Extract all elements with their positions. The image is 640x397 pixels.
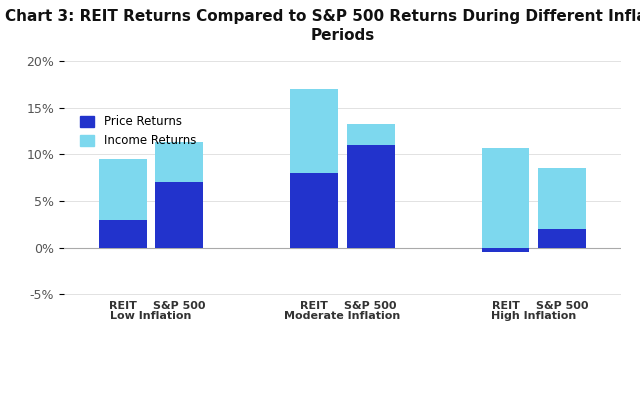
Text: High Inflation: High Inflation	[491, 311, 577, 321]
Bar	[290, 89, 338, 173]
Bar	[347, 124, 395, 145]
Text: S&P 500: S&P 500	[153, 301, 205, 311]
Text: REIT: REIT	[109, 301, 137, 311]
Title: Chart 3: REIT Returns Compared to S&P 500 Returns During Different Inflation
Per: Chart 3: REIT Returns Compared to S&P 50…	[4, 9, 640, 44]
Text: REIT: REIT	[300, 301, 328, 311]
Legend: Price Returns, Income Returns: Price Returns, Income Returns	[76, 111, 201, 152]
Bar	[347, 145, 395, 248]
Bar	[482, 148, 529, 248]
Bar	[538, 168, 586, 229]
Bar	[156, 182, 203, 248]
Bar	[538, 229, 586, 248]
Bar	[482, 248, 529, 252]
Text: Moderate Inflation: Moderate Inflation	[284, 311, 401, 321]
Bar	[99, 159, 147, 220]
Text: Low Inflation: Low Inflation	[110, 311, 192, 321]
Text: REIT: REIT	[492, 301, 520, 311]
Text: S&P 500: S&P 500	[536, 301, 588, 311]
Text: S&P 500: S&P 500	[344, 301, 397, 311]
Bar	[156, 142, 203, 182]
Bar	[99, 220, 147, 248]
Bar	[290, 173, 338, 248]
